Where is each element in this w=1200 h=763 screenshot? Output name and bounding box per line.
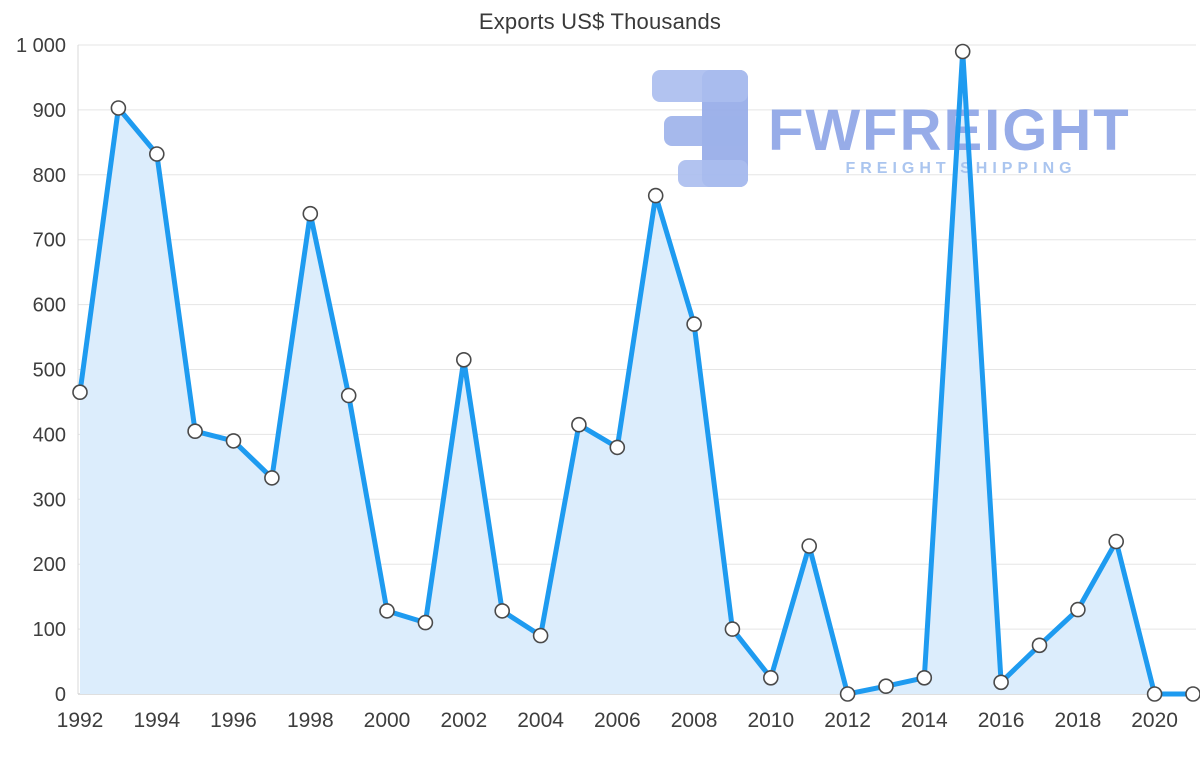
y-tick-label: 300 (33, 489, 66, 511)
data-point-marker (1108, 533, 1124, 550)
data-point-marker (762, 669, 779, 686)
x-tick-label: 2004 (517, 709, 564, 732)
data-point-marker (417, 614, 434, 631)
chart-title: Exports US$ Thousands (478, 9, 722, 34)
data-point-marker (993, 674, 1009, 691)
y-axis-labels: 0 100 200 300 400 500 600 700 800 900 1 000 (16, 35, 66, 706)
data-point-marker (225, 433, 242, 449)
x-tick-label: 1992 (57, 709, 104, 732)
data-point-marker (187, 423, 203, 440)
x-tick-label: 2020 (1131, 709, 1178, 732)
data-point-marker (264, 470, 280, 486)
data-point-marker (878, 678, 894, 695)
x-axis-labels: 1992 1994 1996 1998 2000 2002 2004 2006 2008 2010… (57, 709, 1178, 732)
data-point-marker (494, 603, 511, 619)
data-point-marker (571, 416, 587, 433)
x-tick-label: 1996 (210, 709, 257, 732)
data-point-marker (532, 627, 549, 644)
series-area-fill (80, 51, 1193, 694)
series-line-path (77, 49, 1196, 697)
data-point-marker (724, 621, 741, 637)
y-tick-label: 900 (33, 100, 66, 122)
x-tick-label: 2008 (671, 709, 718, 732)
data-point-marker (455, 351, 472, 368)
data-point-marker (647, 187, 664, 204)
area-fill (80, 51, 1193, 694)
series-line (77, 49, 1196, 697)
brand-name-text: FWFREIGHT (768, 98, 1131, 163)
y-tick-label: 100 (33, 619, 66, 641)
y-tick-label: 700 (33, 230, 66, 252)
x-tick-label: 2018 (1055, 709, 1102, 732)
data-point-marker (686, 316, 702, 332)
x-tick-label: 2014 (901, 709, 948, 732)
data-point-marker (609, 439, 626, 456)
data-point-marker (1031, 637, 1048, 654)
brand-watermark: FWFREIGHT FREIGHT SHIPPING (652, 70, 1131, 187)
brand-logo-icon (652, 70, 748, 187)
y-tick-label: 800 (33, 165, 66, 187)
data-point-marker (801, 538, 818, 554)
x-tick-label: 2002 (440, 709, 487, 732)
y-tick-label: 600 (33, 295, 66, 317)
data-point-marker (110, 100, 127, 116)
data-point-marker (839, 686, 856, 702)
x-tick-label: 2010 (747, 709, 794, 732)
x-tick-label: 2016 (978, 709, 1025, 732)
data-point-marker (72, 384, 88, 401)
data-point-marker (340, 387, 357, 404)
data-point-marker (379, 603, 395, 619)
y-tick-label: 200 (33, 554, 66, 576)
x-tick-label: 2000 (364, 709, 411, 732)
data-point-marker (1185, 686, 1200, 702)
data-point-marker (916, 669, 933, 686)
x-tick-label: 2012 (824, 709, 871, 732)
y-tick-label: 0 (55, 684, 66, 706)
y-tick-label: 1 000 (16, 35, 66, 57)
data-point-marker (1070, 601, 1086, 618)
data-point-marker (302, 205, 319, 222)
y-tick-label: 400 (33, 424, 66, 446)
data-point-marker (149, 146, 165, 162)
y-tick-label: 500 (33, 360, 66, 382)
data-point-marker (1146, 686, 1163, 702)
x-tick-label: 1994 (133, 709, 180, 732)
brand-tagline-text: FREIGHT SHIPPING (845, 160, 1076, 177)
x-tick-label: 2006 (594, 709, 641, 732)
data-point-marker (954, 43, 971, 60)
data-point-markers (72, 43, 1200, 702)
x-tick-label: 1998 (287, 709, 334, 732)
